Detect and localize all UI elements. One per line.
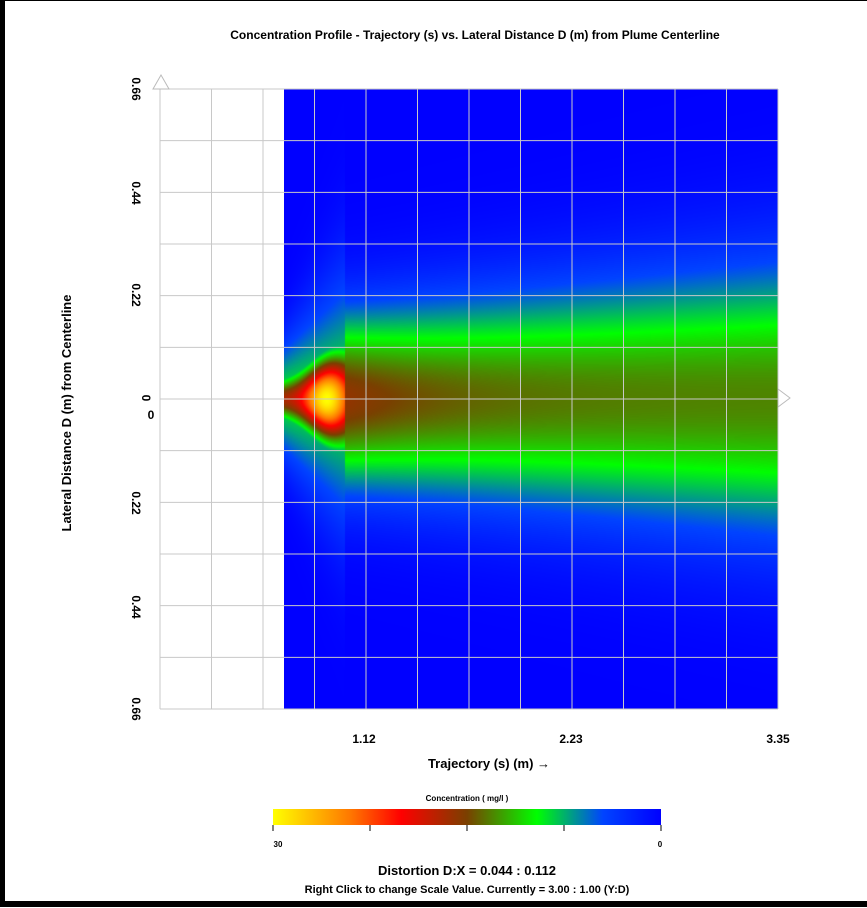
scale-note[interactable]: Right Click to change Scale Value. Curre… xyxy=(305,884,630,896)
y-axis-label: Lateral Distance D (m) from Centerline xyxy=(59,295,74,532)
colorbar xyxy=(273,809,661,825)
y-tick-label: 0.66 xyxy=(129,77,143,101)
y-tick-label: 0.22 xyxy=(129,491,143,515)
colorbar-max-label: 30 xyxy=(274,840,283,849)
y-tick-label: 0.66 xyxy=(129,697,143,721)
colorbar-label: Concentration ( mg/l ) xyxy=(426,794,509,803)
y-tick-label: 0 xyxy=(148,408,155,422)
y-tick-label: 0.44 xyxy=(129,181,143,205)
y-axis-arrow xyxy=(152,73,170,90)
distortion-text: Distortion D:X = 0.044 : 0.112 xyxy=(378,863,556,878)
x-tick-label: 1.12 xyxy=(352,732,376,746)
colorbar-ticks xyxy=(272,825,662,831)
y-tick-label: 0.22 xyxy=(129,283,143,307)
y-tick-label: 0 xyxy=(139,395,153,402)
colorbar-min-label: 0 xyxy=(658,840,663,849)
chart-svg: Concentration Profile - Trajectory (s) v… xyxy=(59,28,791,896)
x-tick-labels: 1.12 2.23 3.35 xyxy=(352,732,790,746)
centerline-arrow xyxy=(777,388,791,408)
x-tick-label: 3.35 xyxy=(766,732,790,746)
y-tick-labels: 0.66 0.44 0.22 0 0 0.22 0.44 0.66 xyxy=(129,77,155,721)
chart-title: Concentration Profile - Trajectory (s) v… xyxy=(230,28,720,42)
x-tick-label: 2.23 xyxy=(559,732,583,746)
x-axis-label: Trajectory (s) (m) → xyxy=(428,756,550,771)
y-tick-label: 0.44 xyxy=(129,595,143,619)
plot-grid xyxy=(159,88,779,710)
